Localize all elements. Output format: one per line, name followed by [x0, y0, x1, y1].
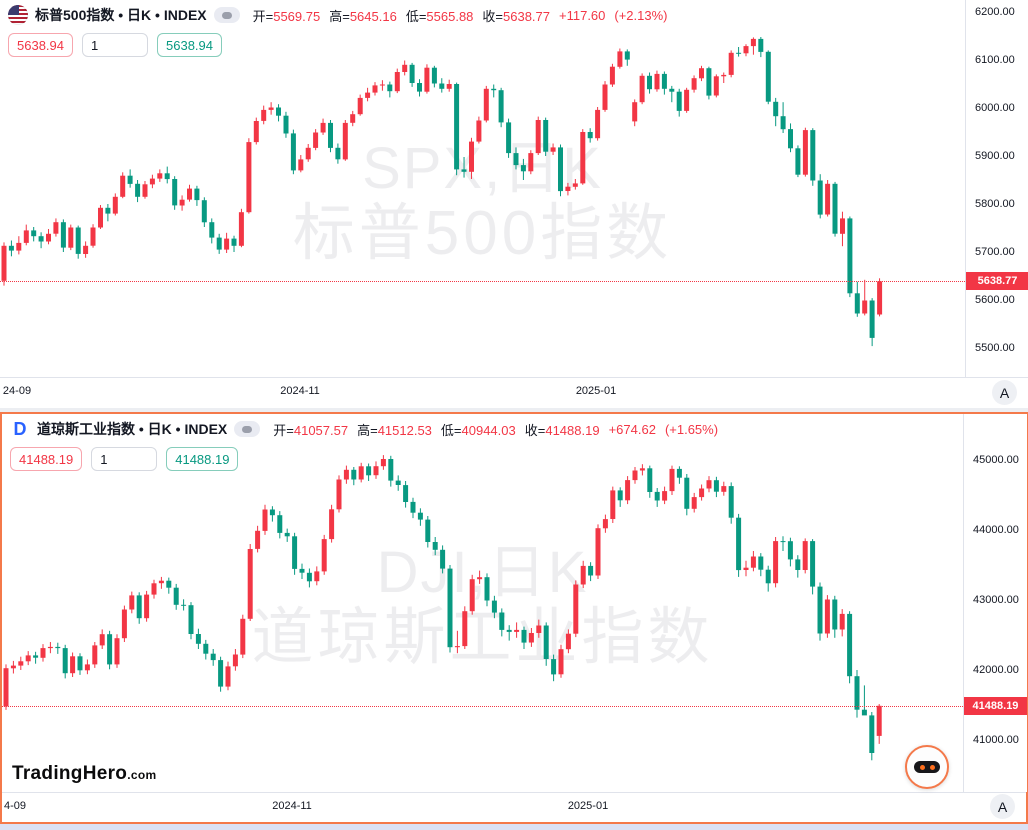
dji-change: +674.62 — [608, 421, 656, 437]
spx-price-axis[interactable]: 5638.77 6200.00 6100.00 6000.00 5900.00 5800… — [965, 0, 1028, 377]
dji-buy-price-button[interactable]: 41488.19 — [166, 447, 239, 471]
spx-sell-price-button[interactable]: 5638.94 — [8, 33, 73, 57]
time-tick-label: 2024-11 — [280, 385, 320, 397]
time-tick-label: 2025-01 — [567, 800, 609, 812]
dji-logo-icon: D — [13, 418, 27, 439]
price-tick-label: 5800.00 — [975, 198, 1015, 210]
dji-sell-price-button[interactable]: 41488.19 — [10, 447, 83, 471]
dji-price-axis[interactable]: 41488.19 45000.00 44000.00 43000.00 42000.0… — [963, 414, 1027, 792]
price-tick-label: 43000.00 — [973, 593, 1019, 606]
price-tick-label: 41000.00 — [973, 733, 1019, 746]
spx-time-axis[interactable]: A 24-09 2024-11 2025-01 — [0, 377, 1028, 408]
price-tick-label: 5700.00 — [975, 246, 1015, 258]
dji-panel: DJI,日K 道琼斯工业指数 41488.19 45000.00 44000.00… — [0, 412, 1028, 824]
robot-eye-icon — [929, 764, 935, 770]
spx-last-price-badge: 5638.77 — [966, 272, 1028, 291]
spx-collapse-toggle[interactable] — [213, 7, 240, 23]
spx-auto-scale-button[interactable]: A — [992, 380, 1017, 405]
spx-candlestick-plot[interactable] — [0, 0, 965, 377]
spx-ohlc-readout: 开=5569.75 高=5645.16 低=5565.88 收=5638.77 … — [252, 7, 668, 24]
price-tick-label: 6200.00 — [975, 6, 1015, 18]
price-tick-label: 44000.00 — [973, 523, 1019, 536]
spx-quantity-input[interactable]: 1 — [82, 33, 148, 57]
dji-change-pct: (+1.65%) — [664, 421, 719, 437]
spx-symbol-title[interactable]: 标普500指数 • 日K • INDEX — [35, 7, 207, 23]
spx-panel: SPX,日K 标普500指数 5638.77 6200.00 6100.00 600… — [0, 0, 1028, 408]
panel-divider[interactable] — [0, 407, 1028, 412]
price-tick-label: 42000.00 — [973, 663, 1019, 676]
spx-header: 标普500指数 • 日K • INDEX 开=5569.75 高=5645.16… — [8, 4, 668, 57]
dji-last-price-badge: 41488.19 — [964, 696, 1027, 715]
price-tick-label: 6000.00 — [975, 102, 1015, 114]
dash-icon — [221, 11, 232, 19]
robot-visor-icon — [914, 761, 940, 773]
dji-symbol-title[interactable]: 道琼斯工业指数 • 日K • INDEX — [37, 421, 228, 437]
price-tick-label: 6100.00 — [975, 54, 1015, 66]
dji-header: D 道琼斯工业指数 • 日K • INDEX 开=41057.57 高=4151… — [10, 418, 718, 471]
dash-icon — [242, 425, 253, 433]
dji-quantity-input[interactable]: 1 — [91, 447, 158, 471]
time-tick-label: 24-09 — [2, 385, 32, 397]
dji-last-price-line — [2, 705, 963, 707]
price-tick-label: 5500.00 — [975, 342, 1015, 354]
time-tick-label: 2025-01 — [575, 385, 617, 397]
us-flag-icon — [8, 5, 28, 25]
spx-change-pct: (+2.13%) — [614, 7, 668, 23]
dji-time-axis[interactable]: A 4-09 2024-11 2025-01 — [2, 792, 1026, 821]
time-tick-label: 4-09 — [3, 800, 27, 812]
page-footer-strip — [0, 824, 1028, 830]
tradinghero-logo: TradingHero.com — [12, 763, 157, 784]
price-tick-label: 5900.00 — [975, 150, 1015, 162]
spx-last-price-line — [0, 281, 965, 283]
dji-collapse-toggle[interactable] — [234, 421, 261, 437]
dji-candlestick-plot[interactable] — [2, 414, 963, 792]
time-tick-label: 2024-11 — [272, 800, 312, 812]
spx-change: +117.60 — [559, 7, 606, 23]
dji-ohlc-readout: 开=41057.57 高=41512.53 低=40944.03 收=41488… — [273, 421, 719, 438]
robot-eye-icon — [919, 764, 925, 770]
ai-assistant-robot-button[interactable] — [905, 745, 949, 789]
dji-auto-scale-button[interactable]: A — [990, 794, 1015, 819]
price-tick-label: 5600.00 — [975, 294, 1015, 306]
price-tick-label: 45000.00 — [973, 453, 1019, 466]
spx-buy-price-button[interactable]: 5638.94 — [157, 33, 222, 57]
